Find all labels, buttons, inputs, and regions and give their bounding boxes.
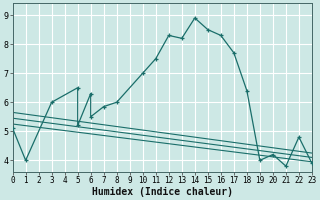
X-axis label: Humidex (Indice chaleur): Humidex (Indice chaleur): [92, 186, 233, 197]
